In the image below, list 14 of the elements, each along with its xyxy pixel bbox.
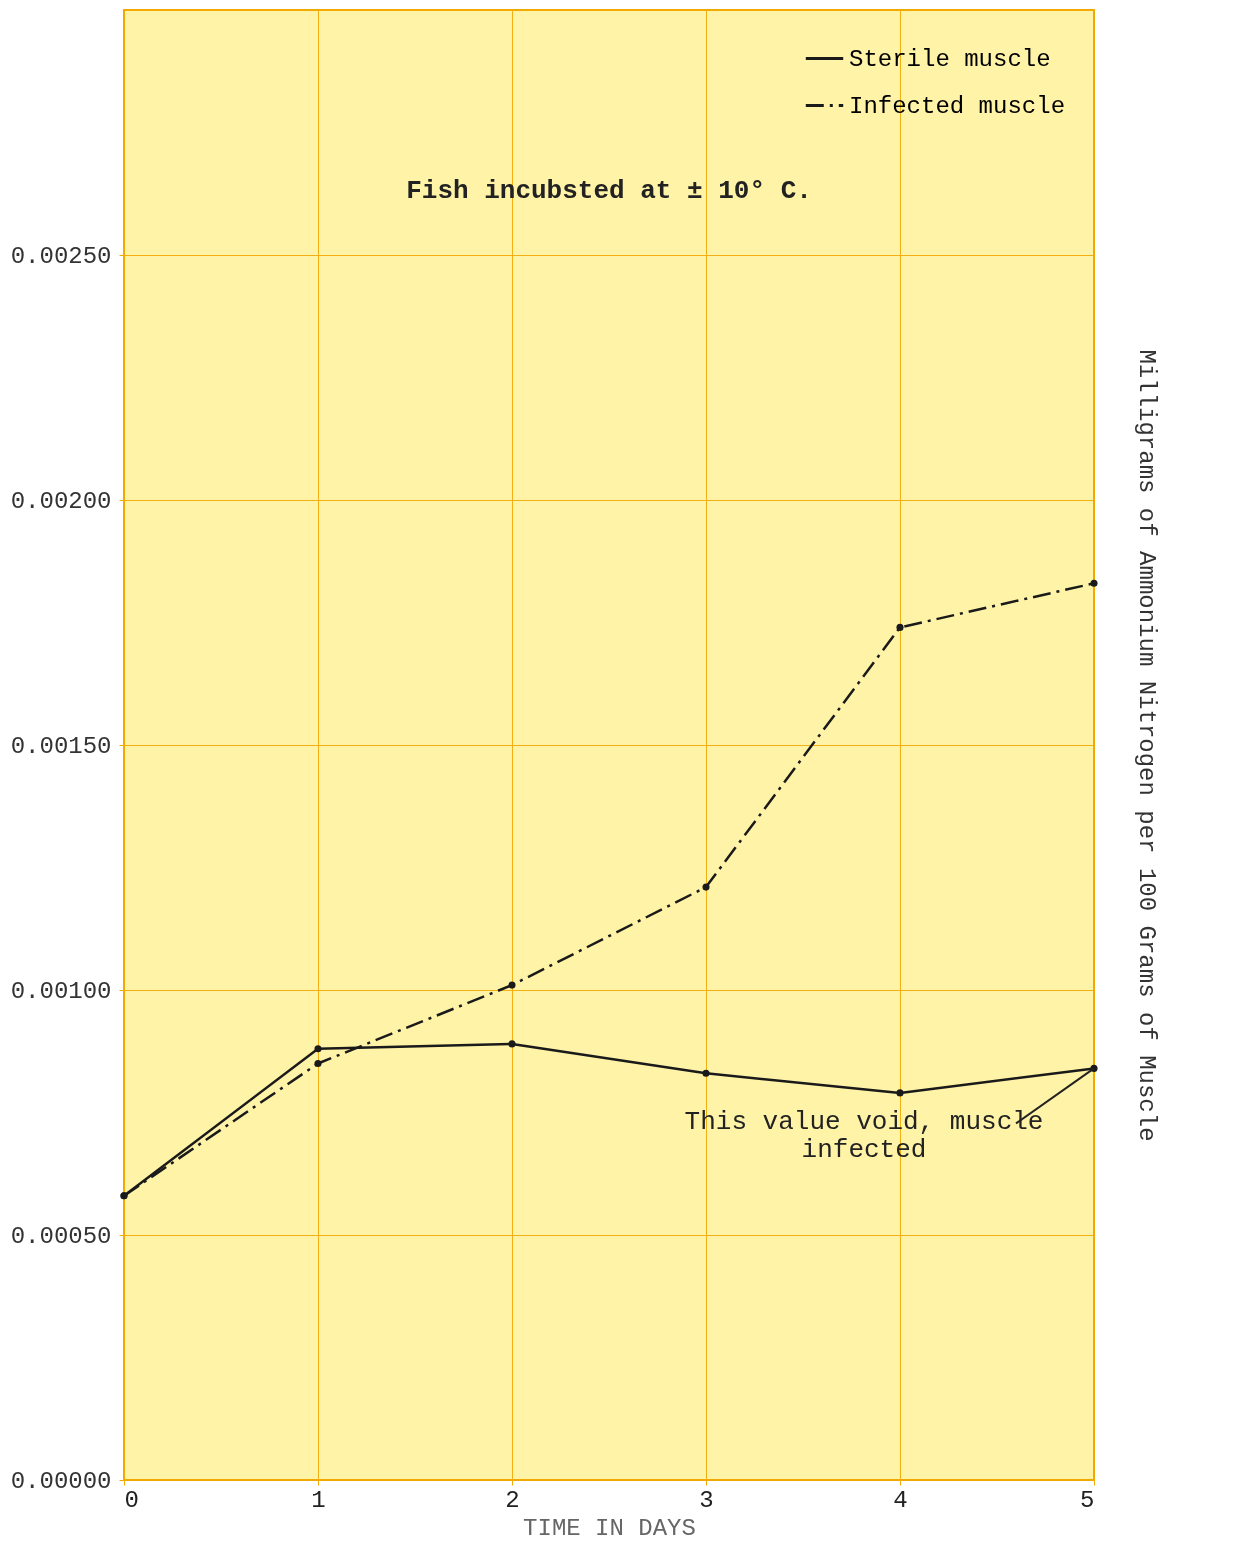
- y-tick-label: 0.00100: [10, 977, 112, 1005]
- x-tick-label: 2: [505, 1486, 520, 1514]
- x-tick-label: 5: [1080, 1486, 1095, 1514]
- y-tick-label: 0.00050: [10, 1222, 112, 1250]
- x-axis-title: TIME IN DAYS: [523, 1514, 696, 1542]
- y-tick-label: 0.00000: [10, 1467, 112, 1495]
- y-tick-label: 0.00200: [10, 487, 112, 515]
- y-axis-title: Milligrams of Ammonium Nitrogen per 100 Grams of Muscle: [1132, 349, 1160, 1142]
- x-tick-label: 4: [893, 1486, 908, 1514]
- y-tick-label: 0.00150: [10, 732, 112, 760]
- x-tick-label: 3: [699, 1486, 714, 1514]
- x-tick-label: 0: [124, 1486, 139, 1514]
- x-tick-label: 1: [311, 1486, 326, 1514]
- y-tick-label: 0.00250: [10, 242, 112, 270]
